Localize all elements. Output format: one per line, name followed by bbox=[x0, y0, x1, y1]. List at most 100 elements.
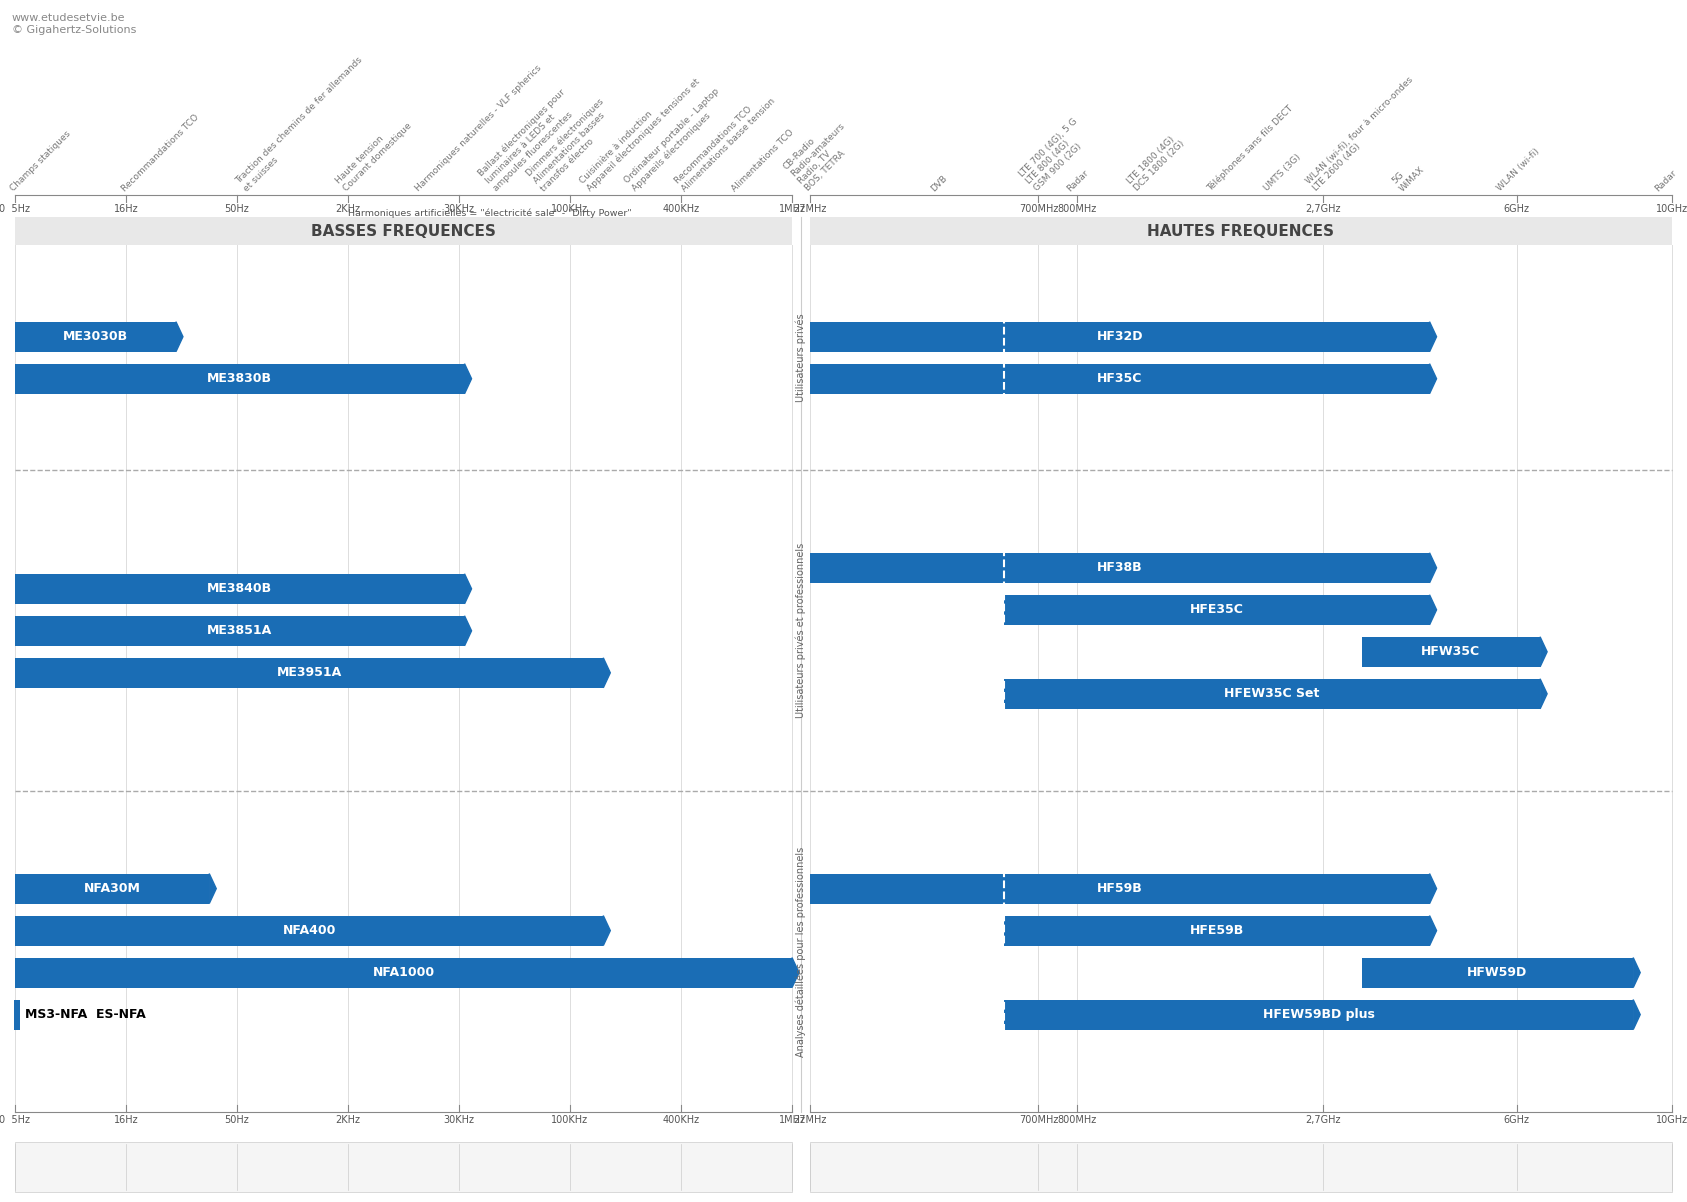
Text: 800MHz: 800MHz bbox=[1058, 204, 1097, 214]
Text: UMTS (3G): UMTS (3G) bbox=[1262, 153, 1302, 194]
Text: 1MHz: 1MHz bbox=[778, 204, 805, 214]
Text: Champs statiques: Champs statiques bbox=[8, 129, 73, 194]
Text: 10GHz: 10GHz bbox=[1657, 204, 1687, 214]
Text: 5G
WiMAX: 5G WiMAX bbox=[1390, 157, 1427, 194]
Text: 50Hz: 50Hz bbox=[224, 1115, 250, 1125]
Text: Traction des chemins de fer allemands
et suisses: Traction des chemins de fer allemands et… bbox=[234, 55, 371, 194]
Text: ME3030B: ME3030B bbox=[62, 331, 128, 344]
Polygon shape bbox=[464, 615, 472, 645]
Text: Harmoniques artificielles = "électricité sale" - "Dirty Power": Harmoniques artificielles = "électricité… bbox=[348, 208, 631, 218]
Text: 2KHz: 2KHz bbox=[336, 204, 361, 214]
Text: 2,7GHz: 2,7GHz bbox=[1306, 204, 1341, 214]
Text: HF35C: HF35C bbox=[1097, 373, 1142, 385]
Polygon shape bbox=[604, 657, 611, 688]
Text: 10GHz: 10GHz bbox=[1657, 1115, 1687, 1125]
Text: 50Hz: 50Hz bbox=[224, 204, 250, 214]
Text: Dimmers électroniques
Alimentations basses
transfos électro: Dimmers électroniques Alimentations bass… bbox=[525, 97, 621, 194]
Bar bbox=[1004, 916, 1429, 946]
Text: 2,7GHz: 2,7GHz bbox=[1306, 1115, 1341, 1125]
Polygon shape bbox=[1540, 637, 1547, 667]
Text: Recommandations TCO: Recommandations TCO bbox=[120, 112, 201, 194]
Polygon shape bbox=[1429, 553, 1437, 583]
Text: © Gigahertz-Solutions: © Gigahertz-Solutions bbox=[12, 25, 137, 35]
Text: HFEW59BD plus: HFEW59BD plus bbox=[1264, 1008, 1375, 1022]
Text: MS3-NFA  ES-NFA: MS3-NFA ES-NFA bbox=[25, 1008, 145, 1022]
Bar bbox=[1004, 595, 1429, 625]
Text: 1MHz: 1MHz bbox=[778, 1115, 805, 1125]
Text: Alimentations TCO: Alimentations TCO bbox=[730, 127, 796, 194]
Text: Radar: Radar bbox=[1064, 168, 1090, 194]
Text: 16Hz: 16Hz bbox=[113, 204, 138, 214]
Text: Téléphones sans fils DECT: Téléphones sans fils DECT bbox=[1206, 103, 1296, 194]
Text: 27MHz: 27MHz bbox=[793, 204, 827, 214]
Text: HFE59B: HFE59B bbox=[1189, 924, 1243, 938]
Text: 6GHz: 6GHz bbox=[1503, 1115, 1530, 1125]
Bar bbox=[15, 615, 464, 645]
Text: 400KHz: 400KHz bbox=[663, 1115, 700, 1125]
Text: www.etudesetvie.be: www.etudesetvie.be bbox=[12, 13, 125, 23]
Text: 100KHz: 100KHz bbox=[552, 204, 589, 214]
Text: HF38B: HF38B bbox=[1097, 561, 1142, 575]
Bar bbox=[13, 1000, 20, 1030]
Text: HFW59D: HFW59D bbox=[1468, 966, 1527, 980]
Text: LTE 700 (4G), 5 G
LTE 800 (4G)
GSM 900 (2G): LTE 700 (4G), 5 G LTE 800 (4G) GSM 900 (… bbox=[1017, 117, 1095, 194]
Text: WLAN (wi-fi), four à micro-ondes
LTE 2600 (4G): WLAN (wi-fi), four à micro-ondes LTE 260… bbox=[1304, 76, 1422, 194]
Text: 6GHz: 6GHz bbox=[1503, 204, 1530, 214]
Text: 700MHz: 700MHz bbox=[1019, 1115, 1058, 1125]
Polygon shape bbox=[1429, 874, 1437, 904]
Bar bbox=[1361, 637, 1540, 667]
Bar bbox=[810, 322, 1429, 352]
Text: HFE35C: HFE35C bbox=[1189, 603, 1243, 617]
Text: ME3851A: ME3851A bbox=[208, 624, 272, 637]
Polygon shape bbox=[1429, 322, 1437, 352]
Bar bbox=[15, 364, 464, 394]
Text: Cuisinière à induction
Appareil électroniques tensions et: Cuisinière à induction Appareil électron… bbox=[579, 70, 702, 194]
Polygon shape bbox=[604, 916, 611, 946]
Polygon shape bbox=[1429, 595, 1437, 625]
Text: Utilisateurs privés: Utilisateurs privés bbox=[796, 314, 806, 401]
Bar bbox=[15, 874, 209, 904]
Text: HAUTES FREQUENCES: HAUTES FREQUENCES bbox=[1147, 224, 1334, 238]
Text: 400KHz: 400KHz bbox=[663, 204, 700, 214]
Text: Haute tension
Courant domestique: Haute tension Courant domestique bbox=[334, 114, 413, 194]
Text: NFA1000: NFA1000 bbox=[373, 966, 435, 980]
Bar bbox=[810, 1142, 1672, 1192]
Text: DVB: DVB bbox=[930, 173, 950, 194]
Bar bbox=[810, 218, 1672, 245]
Text: 0  5Hz: 0 5Hz bbox=[0, 204, 30, 214]
Bar bbox=[15, 958, 791, 988]
Bar bbox=[15, 218, 791, 245]
Text: HF59B: HF59B bbox=[1097, 882, 1142, 895]
Bar bbox=[15, 218, 1672, 1112]
Polygon shape bbox=[1633, 958, 1640, 988]
Polygon shape bbox=[791, 958, 800, 988]
Polygon shape bbox=[175, 322, 182, 352]
Polygon shape bbox=[464, 364, 472, 394]
Text: ME3951A: ME3951A bbox=[277, 666, 342, 679]
Text: Recommandations TCO
Alimentations basse tension: Recommandations TCO Alimentations basse … bbox=[673, 89, 778, 194]
Text: 2KHz: 2KHz bbox=[336, 1115, 361, 1125]
Bar bbox=[810, 874, 1429, 904]
Polygon shape bbox=[464, 573, 472, 603]
Text: HFEW35C Set: HFEW35C Set bbox=[1225, 688, 1319, 701]
Text: Ballast électroniques pour
luminaires à LEDS et
ampoules fluorescentes: Ballast électroniques pour luminaires à … bbox=[476, 88, 582, 194]
Text: ME3840B: ME3840B bbox=[208, 582, 272, 595]
Text: BASSES FREQUENCES: BASSES FREQUENCES bbox=[310, 224, 496, 238]
Text: NFA30M: NFA30M bbox=[84, 882, 140, 895]
Text: CB-Radio
Radio-amateurs
Radio, TV
BOS, TETRA: CB-Radio Radio-amateurs Radio, TV BOS, T… bbox=[781, 114, 860, 194]
Polygon shape bbox=[1633, 1000, 1640, 1030]
Bar bbox=[1004, 1000, 1633, 1030]
Bar bbox=[1004, 679, 1540, 709]
Bar bbox=[15, 1142, 791, 1192]
Text: HF32D: HF32D bbox=[1097, 331, 1144, 344]
Text: 700MHz: 700MHz bbox=[1019, 204, 1058, 214]
Bar bbox=[15, 322, 175, 352]
Text: Harmoniques naturelles - VLF spherics: Harmoniques naturelles - VLF spherics bbox=[413, 64, 543, 194]
Text: Analyses détaillées pour les professionnels: Analyses détaillées pour les professionn… bbox=[796, 846, 806, 1057]
Polygon shape bbox=[1429, 364, 1437, 394]
Bar bbox=[810, 364, 1429, 394]
Text: HFW35C: HFW35C bbox=[1422, 645, 1481, 659]
Text: 30KHz: 30KHz bbox=[444, 1115, 474, 1125]
Polygon shape bbox=[1429, 916, 1437, 946]
Text: WLAN (wi-fi): WLAN (wi-fi) bbox=[1495, 147, 1540, 194]
